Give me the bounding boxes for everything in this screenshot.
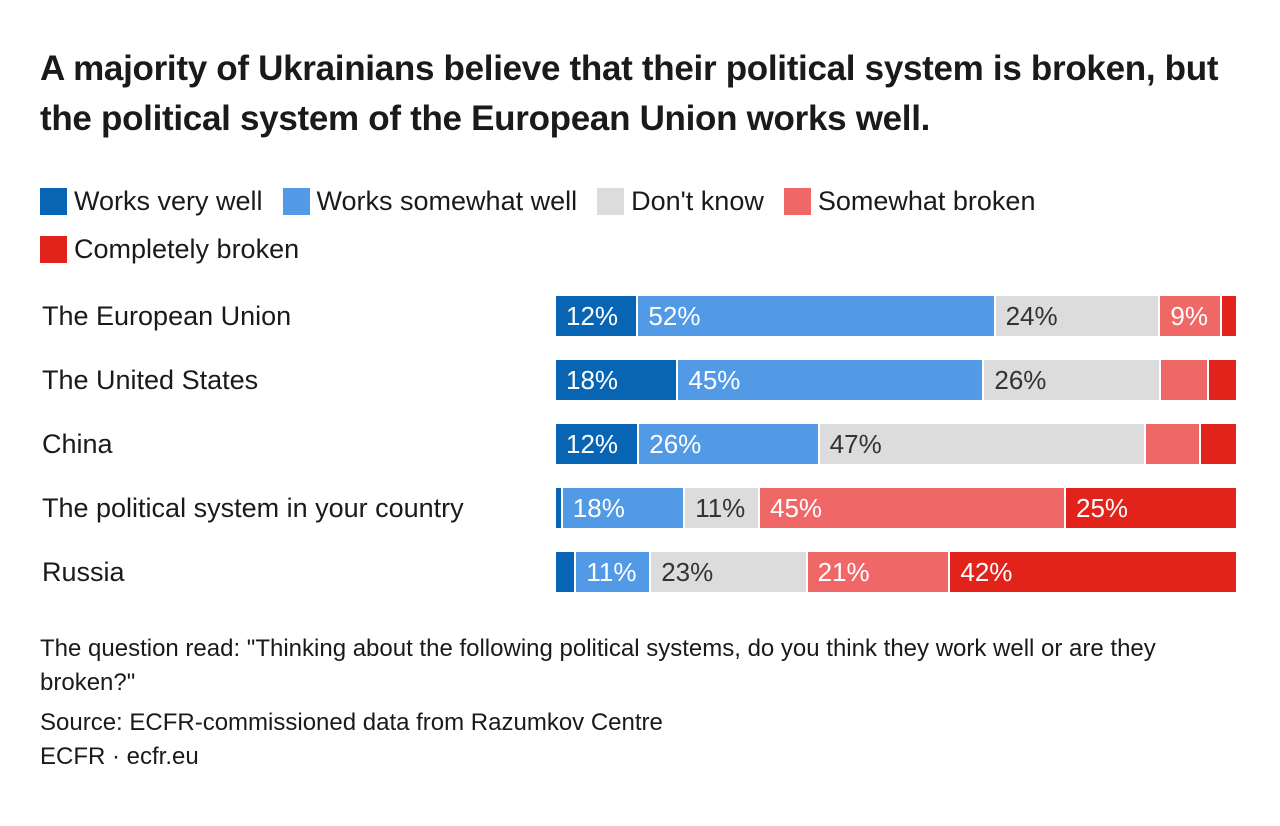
bar-segment-works-somewhat-well: 18% — [562, 488, 686, 528]
credit-note: ECFR · ecfr.eu — [40, 743, 199, 770]
stacked-bar: 12% 26% 47% — [556, 424, 1236, 464]
chart-row-the-european-union: The European Union 12% 52% 24% 9% — [40, 296, 1240, 336]
bar-segment-works-somewhat-well: 45% — [678, 360, 985, 400]
data-label: 52% — [648, 301, 701, 331]
bar-segment-works-very-well: 18% — [556, 360, 679, 400]
category-label: The United States — [42, 365, 259, 395]
data-label: 47% — [829, 429, 882, 459]
bar-segment-somewhat-broken: 9% — [1160, 296, 1223, 336]
data-label: 11% — [586, 557, 637, 587]
chart-row-the-united-states: The United States 18% 45% 26% — [40, 360, 1240, 400]
legend: Works very well Works somewhat well Don'… — [40, 184, 1240, 280]
data-label: 42% — [960, 557, 1013, 587]
legend-swatch-dont-know — [597, 187, 625, 215]
stacked-bar: 12% 52% 24% 9% — [556, 296, 1236, 336]
data-label: 21% — [817, 557, 870, 587]
data-label: 12% — [566, 301, 619, 331]
source-note: Source: ECFR-commissioned data from Razu… — [40, 709, 663, 736]
bar-segment-works-somewhat-well: 11% — [576, 552, 652, 592]
legend-swatch-somewhat-broken — [783, 187, 811, 215]
data-label: 45% — [769, 493, 823, 523]
bar-segment-somewhat-broken: 45% — [759, 488, 1066, 528]
legend-label-works-somewhat-well: Works somewhat well — [316, 185, 578, 216]
stacked-bar: 18% 45% 26% — [556, 360, 1236, 400]
legend-row-1: Works very well Works somewhat well Don'… — [40, 184, 1240, 218]
bar-segment-works-very-well: 12% — [556, 424, 640, 464]
data-label: 12% — [566, 429, 619, 459]
bar-segment-completely-broken: 25% — [1065, 488, 1236, 528]
legend-item-somewhat-broken: Somewhat broken — [783, 185, 1036, 217]
chart-title: A majority of Ukrainians believe that th… — [40, 49, 1219, 138]
bar-segment-don-t-know: 26% — [984, 360, 1162, 400]
data-label: 24% — [1005, 301, 1058, 331]
bar-segment-works-somewhat-well: 52% — [638, 296, 996, 336]
footer: The question read: "Thinking about the f… — [40, 632, 1240, 774]
bar-segment-don-t-know: 23% — [651, 552, 808, 592]
legend-swatch-works-very-well — [40, 187, 67, 215]
legend-swatch-completely-broken — [40, 235, 67, 263]
category-label: Russia — [42, 557, 125, 587]
bar-segment-works-very-well: 12% — [556, 296, 639, 336]
legend-label-dont-know: Don't know — [631, 185, 764, 216]
bar-segment-don-t-know: 47% — [819, 424, 1146, 464]
data-label: 45% — [688, 365, 741, 395]
category-label: China — [42, 429, 113, 459]
legend-item-dont-know: Don't know — [597, 186, 764, 217]
chart-row-china: China 12% 26% 47% — [40, 424, 1240, 464]
stacked-bar: 18% 11% 45% 25% — [556, 488, 1236, 528]
bar-segment-completely-broken: 42% — [950, 552, 1236, 592]
bar-segment-somewhat-broken: 21% — [807, 552, 951, 592]
legend-row-2: Completely broken — [40, 232, 1240, 266]
bar-segment-completely-broken — [1208, 360, 1236, 400]
data-label: 18% — [572, 493, 625, 523]
legend-label-somewhat-broken: Somewhat broken — [817, 185, 1036, 216]
bar-segment-completely-broken — [1222, 296, 1236, 336]
legend-item-completely-broken: Completely broken — [40, 234, 299, 265]
legend-label-completely-broken: Completely broken — [74, 233, 300, 264]
category-label: The political system in your country — [42, 493, 464, 523]
bar-segment-works-very-well — [556, 552, 577, 592]
chart-row-the-political-system-in-your-country: The political system in your country 18% 1… — [40, 488, 1240, 528]
bar-segment-don-t-know: 11% — [685, 488, 760, 528]
stacked-bar: 11% 23% 21% 42% — [556, 552, 1236, 592]
data-label: 18% — [566, 365, 619, 395]
data-label: 11% — [695, 493, 746, 523]
legend-item-works-very-well: Works very well — [40, 186, 263, 217]
legend-item-works-somewhat-well: Works somewhat well — [282, 185, 578, 217]
bar-segment-somewhat-broken — [1161, 360, 1209, 400]
data-label: 25% — [1075, 493, 1129, 523]
bar-segment-completely-broken — [1201, 424, 1236, 464]
bar-segment-somewhat-broken — [1145, 424, 1202, 464]
bar-segment-works-somewhat-well: 26% — [639, 424, 820, 464]
data-label: 23% — [661, 557, 714, 587]
chart-row-russia: Russia 11% 23% 21% 42% — [40, 552, 1240, 592]
category-label: The European Union — [42, 301, 292, 331]
bar-segment-don-t-know: 24% — [995, 296, 1161, 336]
data-label: 9% — [1170, 301, 1208, 331]
question-note: The question read: "Thinking about the f… — [40, 635, 1156, 696]
legend-swatch-works-somewhat-well — [282, 187, 310, 215]
legend-label-works-very-well: Works very well — [74, 185, 263, 216]
bar-segment-works-very-well — [556, 488, 563, 528]
data-label: 26% — [649, 429, 702, 459]
data-label: 26% — [994, 365, 1047, 395]
